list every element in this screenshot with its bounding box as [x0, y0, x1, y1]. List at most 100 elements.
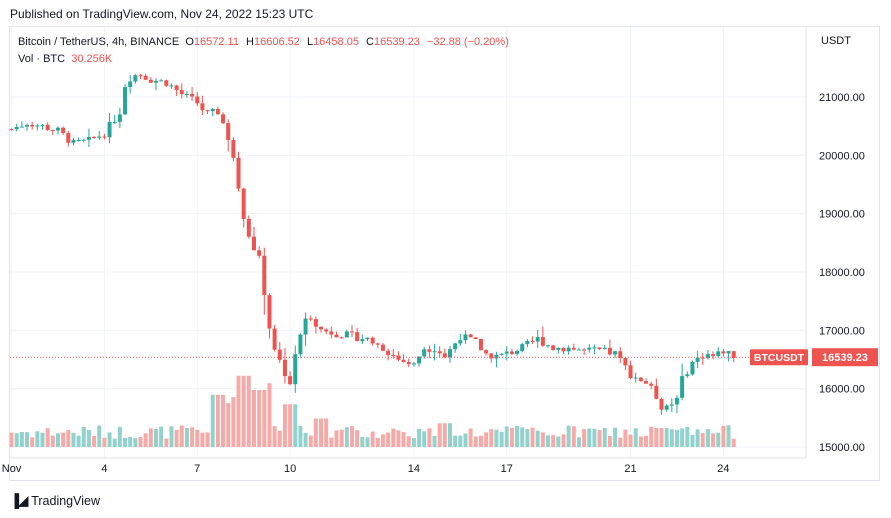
- volume-bar: [716, 432, 721, 447]
- volume-bar: [308, 435, 313, 447]
- candle-body: [190, 93, 195, 97]
- candle-body: [448, 349, 453, 358]
- candle-body: [40, 124, 45, 126]
- volume-bar: [97, 425, 102, 447]
- volume-bar: [489, 429, 494, 447]
- candle-body: [669, 404, 674, 406]
- volume-bar: [540, 432, 545, 447]
- candle-body: [633, 377, 638, 379]
- candle-body: [329, 331, 334, 335]
- volume-bar: [478, 435, 483, 447]
- candle-body: [174, 85, 179, 90]
- volume-bar: [334, 430, 339, 447]
- volume-bar: [442, 423, 447, 447]
- ohlc-legend: Bitcoin / TetherUS, 4h, BINANCE O16572.1…: [18, 36, 513, 48]
- candle-body: [484, 350, 489, 354]
- candle-body: [628, 365, 633, 379]
- candle-body: [288, 376, 293, 385]
- symbol-label: Bitcoin / TetherUS, 4h, BINANCE: [18, 36, 180, 48]
- candle-body: [556, 347, 561, 350]
- volume-bar: [499, 431, 504, 447]
- candle-body: [319, 326, 324, 330]
- candle-body: [618, 351, 623, 359]
- volume-bar: [153, 428, 158, 447]
- footer-brand[interactable]: ▐◢ TradingView: [10, 493, 100, 509]
- change-value: −32.88 (−0.20%): [426, 36, 509, 48]
- candle-body: [313, 319, 318, 327]
- candle-body: [592, 347, 597, 349]
- volume-bar: [504, 426, 509, 447]
- volume-bar: [417, 428, 422, 447]
- volume-bar: [659, 428, 664, 447]
- x-tick-label: 21: [624, 463, 636, 475]
- volume-bar: [602, 427, 607, 447]
- candle-body: [391, 354, 396, 356]
- volume-bar: [55, 433, 60, 447]
- volume-bar: [45, 428, 50, 447]
- candle-body: [711, 354, 716, 356]
- volume-value: 30.256K: [71, 53, 113, 65]
- candle-body: [112, 121, 117, 123]
- x-tick-label: 24: [717, 463, 729, 475]
- volume-bar: [458, 435, 463, 447]
- volume-bar: [494, 429, 499, 447]
- candle-body: [375, 343, 380, 345]
- volume-bar: [546, 435, 551, 447]
- candle-body: [303, 318, 308, 335]
- volume-bar: [288, 404, 293, 447]
- candle-body: [597, 347, 602, 350]
- volume-bar: [272, 426, 277, 447]
- volume-bar: [654, 428, 659, 447]
- volume-bar: [179, 425, 184, 447]
- candle-body: [540, 337, 545, 346]
- candle-body: [690, 361, 695, 375]
- candle-body: [272, 328, 277, 350]
- candle-body: [582, 349, 587, 351]
- volume-bar: [81, 426, 86, 447]
- candle-body: [453, 343, 458, 350]
- volume-bar: [257, 390, 262, 447]
- x-tick-label: 14: [408, 463, 420, 475]
- candle-body: [473, 337, 478, 339]
- x-tick-label: Nov: [2, 463, 22, 475]
- x-tick-label: 7: [194, 463, 200, 475]
- volume-bar: [576, 437, 581, 447]
- volume-bar: [241, 375, 246, 447]
- candle-body: [138, 75, 143, 77]
- candle-body: [184, 93, 189, 95]
- last-price-badge: [812, 348, 878, 367]
- candle-body: [143, 75, 148, 80]
- volume-bar: [391, 428, 396, 447]
- candle-body: [546, 345, 551, 347]
- candle-body: [30, 124, 35, 127]
- volume-bar: [133, 438, 138, 447]
- volume-bar: [92, 435, 97, 447]
- volume-bar: [231, 397, 236, 447]
- candle-body: [231, 140, 236, 158]
- volume-bar: [190, 427, 195, 447]
- x-tick-label: 17: [501, 463, 513, 475]
- candle-body: [97, 136, 102, 138]
- candle-body: [370, 337, 375, 344]
- volume-bar: [360, 436, 365, 447]
- y-tick-label: 16000.00: [819, 384, 865, 396]
- candle-body: [169, 85, 174, 87]
- candle-body: [530, 340, 535, 342]
- volume-bar: [690, 434, 695, 447]
- candle-body: [705, 354, 710, 359]
- candle-body: [489, 353, 494, 359]
- candle-body: [308, 318, 313, 320]
- volume-bar: [649, 426, 654, 447]
- volume-bar: [664, 428, 669, 447]
- volume-bar: [148, 428, 153, 447]
- volume-bar: [726, 425, 731, 447]
- volume-bar: [236, 375, 241, 447]
- volume-bar: [401, 432, 406, 447]
- candle-body: [251, 236, 256, 251]
- volume-bar: [669, 429, 674, 447]
- volume-bar: [623, 429, 628, 447]
- volume-bar: [169, 426, 174, 447]
- chart-frame[interactable]: [9, 26, 880, 481]
- volume-bar: [174, 429, 179, 447]
